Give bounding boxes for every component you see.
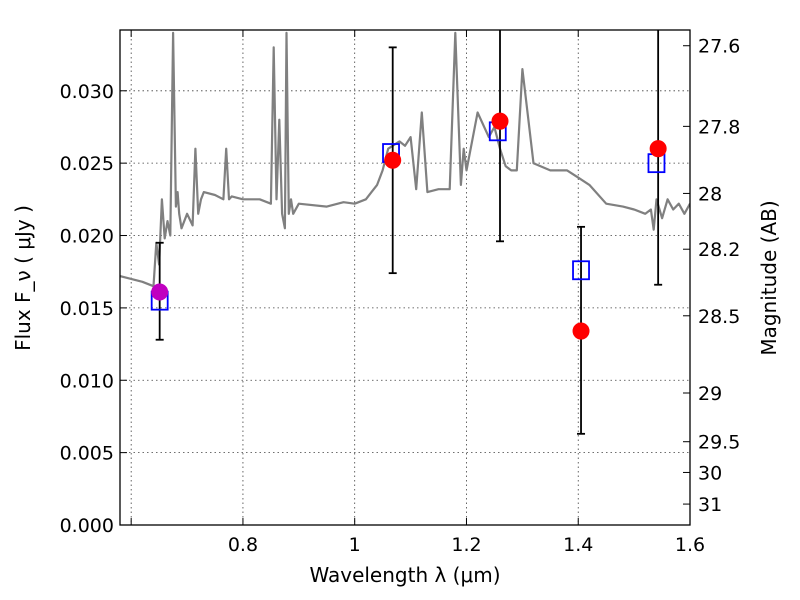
right-axis-label: Magnitude (AB) <box>757 200 781 355</box>
magnitude-tick-label: 30 <box>698 462 722 484</box>
y-tick-label: 0.015 <box>60 298 114 320</box>
axes-frame <box>119 29 691 526</box>
x-tick-label: 0.8 <box>228 534 258 556</box>
x-tick-label: 1.4 <box>563 534 593 556</box>
observed-flux-point <box>649 140 667 158</box>
x-tick-label: 1.6 <box>675 534 705 556</box>
observed-flux-point <box>384 151 402 169</box>
magnitude-tick-label: 28.2 <box>698 239 740 261</box>
magnitude-tick-label: 29 <box>698 383 722 405</box>
y-tick-label: 0.020 <box>60 226 114 248</box>
magnitude-tick-label: 28.5 <box>698 306 740 328</box>
grid <box>120 30 691 526</box>
x-tick-label: 1 <box>349 534 361 556</box>
y-tick-label: 0.010 <box>60 370 114 392</box>
tick-labels: 0.8 1 1.2 1.4 1.6 0.000 0.005 0.010 0.015 0.020 0.… <box>60 36 741 556</box>
magnitude-tick-label: 29.5 <box>698 432 740 454</box>
observed-flux-point <box>491 112 509 130</box>
x-axis-label: Wavelength λ (μm) <box>309 563 500 587</box>
magnitude-tick-label: 31 <box>698 494 722 516</box>
model-spectrum-line <box>120 31 690 288</box>
y-axis-label: Flux F_ν ( μJy ) <box>11 205 35 351</box>
plot-area <box>120 30 690 435</box>
x-tick-label: 1.2 <box>451 534 481 556</box>
observed-flux-point <box>572 322 590 340</box>
plot-frame <box>119 29 691 526</box>
y-tick-label: 0.025 <box>60 153 114 175</box>
model-flux-marker <box>572 260 590 281</box>
y-tick-label: 0.030 <box>60 81 114 103</box>
y-tick-label: 0.000 <box>60 515 114 537</box>
magnitude-tick-label: 27.8 <box>698 116 740 138</box>
magnitude-tick-label: 27.6 <box>698 36 740 58</box>
observed-flux-point <box>151 283 169 301</box>
y-tick-label: 0.005 <box>60 443 114 465</box>
magnitude-tick-label: 28 <box>698 183 722 205</box>
